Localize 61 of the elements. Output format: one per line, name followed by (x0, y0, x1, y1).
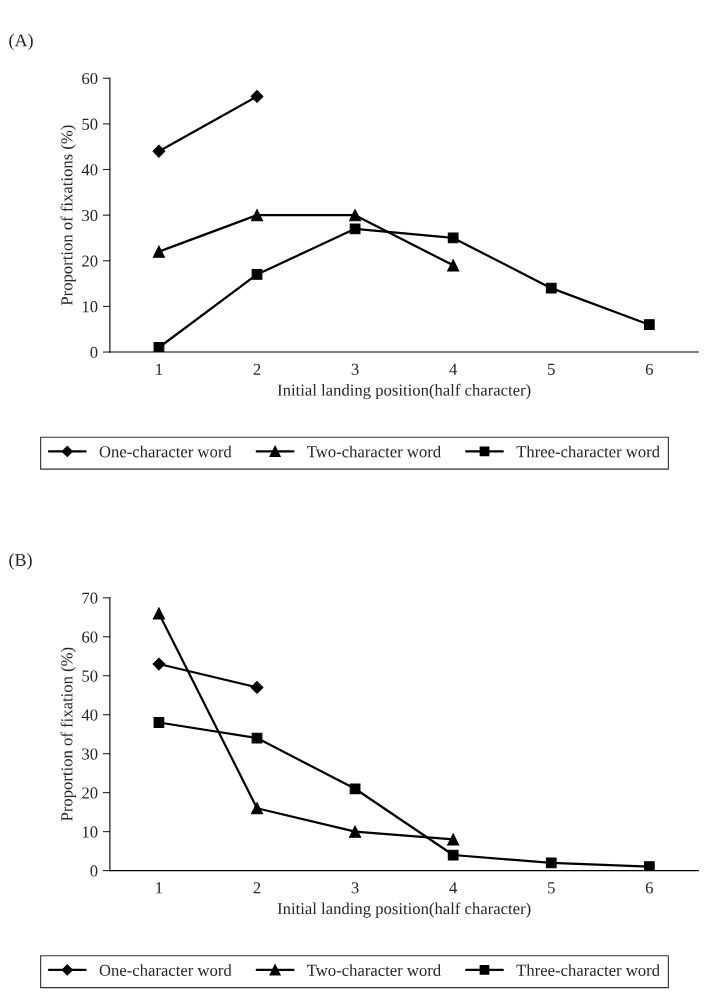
y-tick-label: 20 (82, 787, 98, 799)
chart-title: (B) (9, 553, 32, 570)
legend-label: One-character word (99, 964, 232, 976)
x-tick-label: 6 (645, 882, 653, 894)
y-axis-title: Proportion of fixation (%) (60, 647, 76, 821)
point (152, 144, 166, 158)
y-tick-label: 20 (82, 255, 98, 267)
point (153, 717, 165, 728)
chart-title: (A) (9, 33, 33, 51)
legend-label: Two-character word (307, 445, 441, 458)
x-tick-label: 3 (351, 363, 359, 375)
y-tick-label: 50 (82, 118, 98, 130)
y-tick-label: 70 (82, 592, 98, 604)
x-axis-title: Initial landing position(half character) (277, 383, 531, 400)
y-tick-label: 30 (82, 748, 98, 760)
point (447, 232, 459, 244)
point (250, 90, 264, 103)
x-tick-label: 3 (351, 882, 359, 894)
point (152, 607, 166, 620)
point (250, 681, 264, 694)
y-tick-label: 0 (90, 346, 98, 358)
x-tick-label: 4 (449, 882, 458, 894)
x-tick-label: 1 (156, 363, 163, 375)
point (152, 245, 166, 258)
point (643, 319, 655, 331)
point (250, 802, 264, 815)
y-axis-title: Proportion of fixations (%) (60, 125, 76, 306)
x-axis-title: Initial landing position(half character) (277, 902, 531, 918)
y-tick-label: 50 (82, 670, 98, 682)
x-tick-label: 6 (645, 363, 653, 375)
y-tick-label: 60 (82, 631, 98, 643)
point (447, 259, 460, 272)
point (349, 223, 361, 235)
y-tick-label: 0 (90, 865, 98, 877)
point (545, 282, 557, 294)
y-tick-label: 40 (81, 709, 98, 721)
y-tick-label: 40 (81, 164, 98, 176)
legend-label: Two-character word (307, 964, 441, 976)
legend-label: Three-character word (516, 445, 660, 458)
point (545, 857, 557, 869)
point (447, 833, 460, 846)
x-tick-label: 2 (253, 882, 261, 894)
legend-label: One-character word (99, 445, 232, 458)
x-tick-label: 5 (548, 882, 555, 894)
point (152, 657, 166, 671)
point (250, 209, 264, 222)
x-tick-label: 4 (449, 363, 458, 375)
point (447, 849, 459, 861)
point (251, 269, 263, 280)
legend-label: Three-character word (516, 964, 660, 976)
point (349, 783, 361, 795)
x-tick-label: 1 (156, 882, 163, 894)
point (349, 825, 362, 838)
x-tick-label: 5 (548, 363, 555, 375)
x-tick-label: 2 (253, 363, 261, 375)
point (643, 861, 655, 871)
y-tick-label: 60 (82, 72, 98, 85)
y-tick-label: 10 (82, 826, 98, 838)
y-tick-label: 10 (82, 301, 98, 313)
point (349, 209, 362, 222)
y-tick-label: 30 (82, 209, 98, 222)
